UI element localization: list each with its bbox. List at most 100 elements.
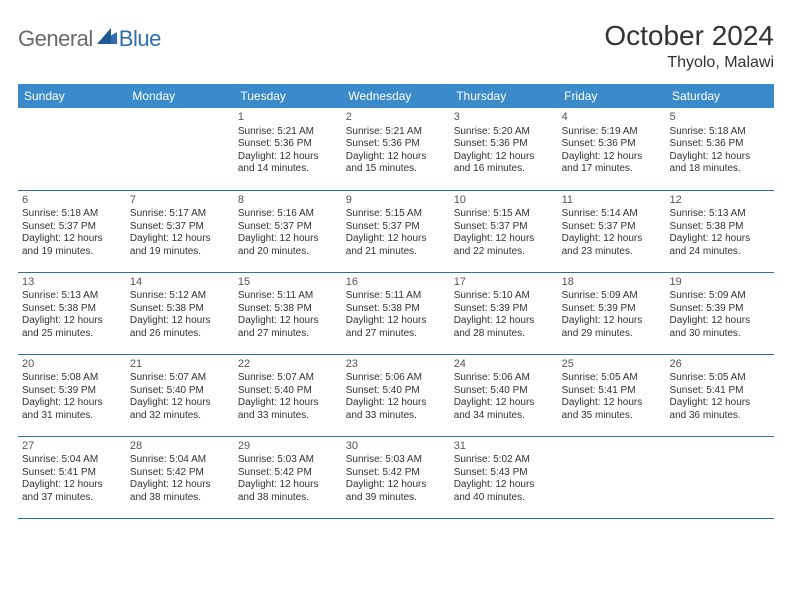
calendar-day: 23Sunrise: 5:06 AMSunset: 5:40 PMDayligh… [342,354,450,436]
calendar-row: 1Sunrise: 5:21 AMSunset: 5:36 PMDaylight… [18,108,774,190]
calendar-day: 22Sunrise: 5:07 AMSunset: 5:40 PMDayligh… [234,354,342,436]
day-number: 3 [454,111,554,125]
daylight-text: Daylight: 12 hours [22,397,122,410]
daylight-text: and 30 minutes. [670,328,770,341]
day-number: 9 [346,194,446,208]
sunrise-text: Sunrise: 5:17 AM [130,208,230,221]
daylight-text: and 38 minutes. [130,492,230,505]
sunrise-text: Sunrise: 5:18 AM [670,126,770,139]
daylight-text: Daylight: 12 hours [670,233,770,246]
day-number: 26 [670,358,770,372]
calendar-day: 29Sunrise: 5:03 AMSunset: 5:42 PMDayligh… [234,436,342,518]
calendar-row: 20Sunrise: 5:08 AMSunset: 5:39 PMDayligh… [18,354,774,436]
daylight-text: Daylight: 12 hours [22,479,122,492]
location: Thyolo, Malawi [604,54,774,72]
sunset-text: Sunset: 5:39 PM [562,303,662,316]
calendar-day: 20Sunrise: 5:08 AMSunset: 5:39 PMDayligh… [18,354,126,436]
daylight-text: Daylight: 12 hours [346,151,446,164]
calendar-day: 8Sunrise: 5:16 AMSunset: 5:37 PMDaylight… [234,190,342,272]
calendar-day: 1Sunrise: 5:21 AMSunset: 5:36 PMDaylight… [234,108,342,190]
sunset-text: Sunset: 5:39 PM [670,303,770,316]
sunrise-text: Sunrise: 5:15 AM [454,208,554,221]
weekday-header: Thursday [450,84,558,108]
sunset-text: Sunset: 5:40 PM [454,385,554,398]
sunrise-text: Sunrise: 5:10 AM [454,290,554,303]
calendar-day: 28Sunrise: 5:04 AMSunset: 5:42 PMDayligh… [126,436,234,518]
calendar-day: 25Sunrise: 5:05 AMSunset: 5:41 PMDayligh… [558,354,666,436]
daylight-text: and 36 minutes. [670,410,770,423]
calendar-day: 27Sunrise: 5:04 AMSunset: 5:41 PMDayligh… [18,436,126,518]
calendar-day: 7Sunrise: 5:17 AMSunset: 5:37 PMDaylight… [126,190,234,272]
day-number: 10 [454,194,554,208]
calendar-table: SundayMondayTuesdayWednesdayThursdayFrid… [18,84,774,519]
daylight-text: Daylight: 12 hours [130,397,230,410]
daylight-text: Daylight: 12 hours [670,397,770,410]
sunset-text: Sunset: 5:39 PM [454,303,554,316]
sunrise-text: Sunrise: 5:04 AM [130,454,230,467]
month-title: October 2024 [604,20,774,52]
daylight-text: Daylight: 12 hours [130,315,230,328]
day-number: 22 [238,358,338,372]
daylight-text: and 25 minutes. [22,328,122,341]
daylight-text: and 15 minutes. [346,163,446,176]
day-number: 13 [22,276,122,290]
calendar-day: 13Sunrise: 5:13 AMSunset: 5:38 PMDayligh… [18,272,126,354]
calendar-day: 12Sunrise: 5:13 AMSunset: 5:38 PMDayligh… [666,190,774,272]
sunrise-text: Sunrise: 5:03 AM [346,454,446,467]
calendar-day: 18Sunrise: 5:09 AMSunset: 5:39 PMDayligh… [558,272,666,354]
day-number: 11 [562,194,662,208]
sunrise-text: Sunrise: 5:16 AM [238,208,338,221]
day-number: 2 [346,111,446,125]
weekday-header: Friday [558,84,666,108]
daylight-text: and 33 minutes. [238,410,338,423]
daylight-text: and 16 minutes. [454,163,554,176]
daylight-text: and 39 minutes. [346,492,446,505]
sunset-text: Sunset: 5:37 PM [346,221,446,234]
sunset-text: Sunset: 5:42 PM [238,467,338,480]
calendar-day: 24Sunrise: 5:06 AMSunset: 5:40 PMDayligh… [450,354,558,436]
daylight-text: and 34 minutes. [454,410,554,423]
logo: General Blue [18,20,161,52]
calendar-day: 16Sunrise: 5:11 AMSunset: 5:38 PMDayligh… [342,272,450,354]
sunrise-text: Sunrise: 5:08 AM [22,372,122,385]
daylight-text: Daylight: 12 hours [130,479,230,492]
day-number: 14 [130,276,230,290]
daylight-text: and 29 minutes. [562,328,662,341]
calendar-day: 15Sunrise: 5:11 AMSunset: 5:38 PMDayligh… [234,272,342,354]
daylight-text: and 19 minutes. [22,246,122,259]
daylight-text: Daylight: 12 hours [670,151,770,164]
title-block: October 2024 Thyolo, Malawi [604,20,774,72]
day-number: 29 [238,440,338,454]
day-number: 4 [562,111,662,125]
sunrise-text: Sunrise: 5:06 AM [346,372,446,385]
sunset-text: Sunset: 5:41 PM [562,385,662,398]
sunset-text: Sunset: 5:36 PM [670,138,770,151]
sunrise-text: Sunrise: 5:21 AM [238,126,338,139]
weekday-header-row: SundayMondayTuesdayWednesdayThursdayFrid… [18,84,774,108]
logo-mark-icon [97,28,117,49]
calendar-day-empty [558,436,666,518]
day-number: 5 [670,111,770,125]
sunrise-text: Sunrise: 5:15 AM [346,208,446,221]
day-number: 31 [454,440,554,454]
sunrise-text: Sunrise: 5:05 AM [562,372,662,385]
weekday-header: Saturday [666,84,774,108]
sunrise-text: Sunrise: 5:11 AM [346,290,446,303]
weekday-header: Tuesday [234,84,342,108]
day-number: 28 [130,440,230,454]
sunset-text: Sunset: 5:36 PM [238,138,338,151]
daylight-text: and 26 minutes. [130,328,230,341]
calendar-day: 5Sunrise: 5:18 AMSunset: 5:36 PMDaylight… [666,108,774,190]
calendar-day: 30Sunrise: 5:03 AMSunset: 5:42 PMDayligh… [342,436,450,518]
day-number: 21 [130,358,230,372]
sunrise-text: Sunrise: 5:12 AM [130,290,230,303]
daylight-text: and 17 minutes. [562,163,662,176]
sunset-text: Sunset: 5:38 PM [22,303,122,316]
calendar-day-empty [126,108,234,190]
sunset-text: Sunset: 5:43 PM [454,467,554,480]
daylight-text: Daylight: 12 hours [238,479,338,492]
daylight-text: and 23 minutes. [562,246,662,259]
sunset-text: Sunset: 5:42 PM [346,467,446,480]
day-number: 25 [562,358,662,372]
day-number: 19 [670,276,770,290]
